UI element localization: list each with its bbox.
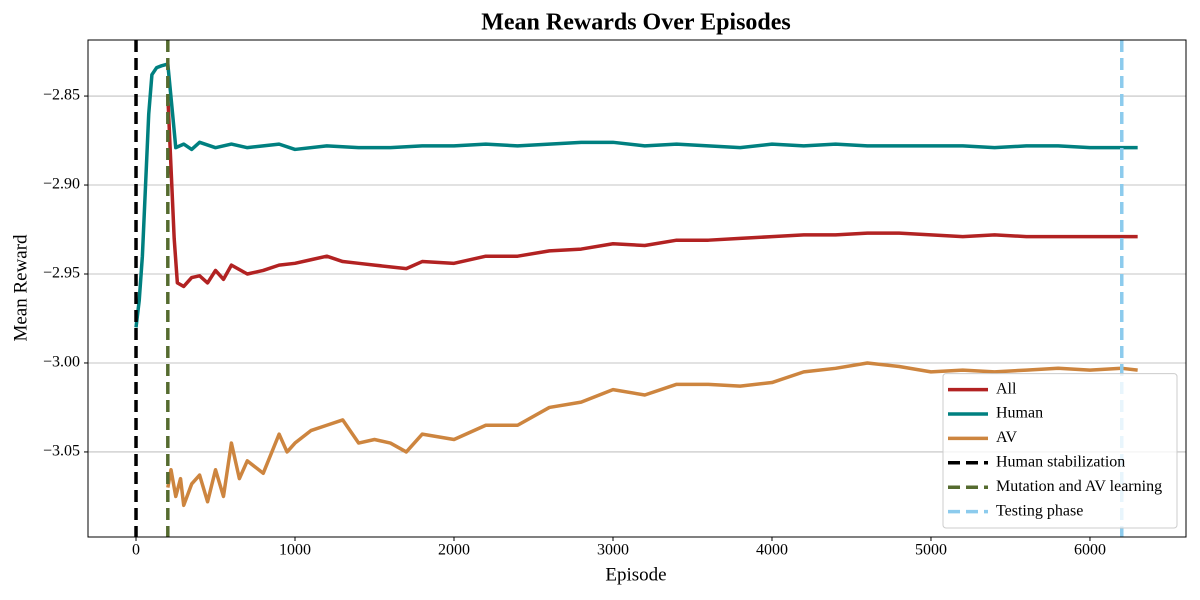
x-tick-label: 6000 [1074, 542, 1106, 559]
legend-label: Human stabilization [996, 453, 1125, 470]
chart-title: Mean Rewards Over Episodes [481, 10, 791, 36]
legend-label: Mutation and AV learning [996, 478, 1162, 495]
x-tick-label: 5000 [915, 542, 947, 559]
x-tick-label: 4000 [756, 542, 788, 559]
legend-label: Testing phase [996, 502, 1083, 519]
x-axis-label: Episode [605, 564, 666, 585]
line [166, 95, 1138, 289]
y-tick-label: −3.05 [43, 443, 80, 460]
x-tick-label: 1000 [279, 542, 311, 559]
y-tick-label: −2.85 [43, 87, 80, 104]
x-tick-label: 2000 [438, 542, 470, 559]
line [134, 62, 1138, 328]
y-tick-label: −3.00 [43, 354, 80, 371]
legend-label: All [996, 380, 1017, 397]
y-tick-label: −2.90 [43, 176, 80, 193]
legend-label: Human [996, 405, 1043, 422]
line [166, 361, 1138, 508]
x-tick-label: 0 [132, 542, 140, 559]
legend-label: AV [996, 429, 1017, 446]
legend-box [942, 373, 1178, 529]
y-tick-label: −2.95 [43, 265, 80, 282]
x-tick-label: 3000 [597, 542, 629, 559]
y-axis-label: Mean Reward [10, 234, 31, 342]
plot-frame [87, 39, 1187, 538]
